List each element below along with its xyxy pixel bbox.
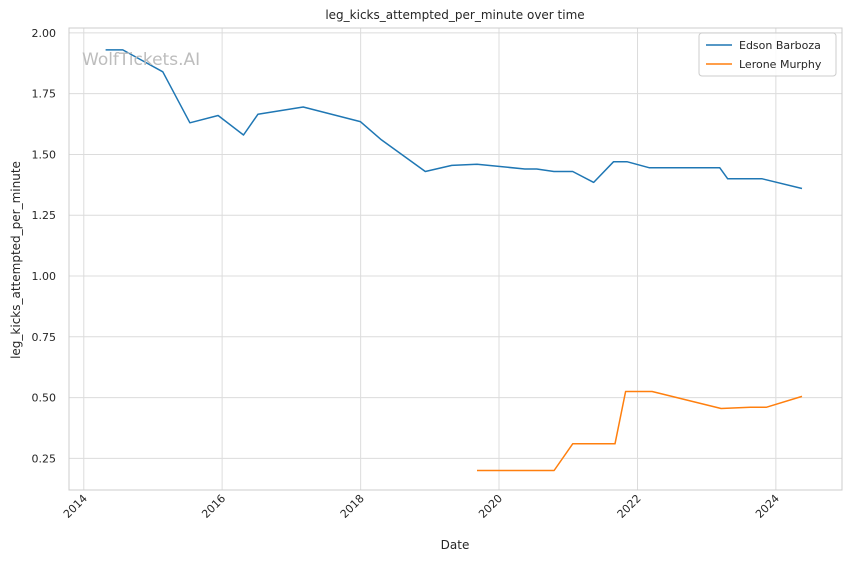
grid	[69, 28, 842, 490]
y-tick-label: 1.75	[32, 88, 57, 101]
legend: Edson Barboza Lerone Murphy	[699, 33, 836, 76]
y-tick-label: 0.25	[32, 452, 57, 465]
x-tick-label: 2014	[61, 492, 90, 521]
x-tick-label: 2024	[753, 492, 782, 521]
y-axis-label: leg_kicks_attempted_per_minute	[9, 161, 23, 359]
plot-frame	[69, 28, 842, 490]
series-line-edson-barboza	[106, 50, 802, 189]
y-tick-label: 1.50	[32, 148, 57, 161]
y-tick-label: 0.75	[32, 331, 57, 344]
watermark: WolfTickets.AI	[82, 50, 200, 70]
x-tick-label: 2016	[199, 492, 228, 521]
chart-title: leg_kicks_attempted_per_minute over time	[325, 8, 584, 22]
x-tick-labels: 2014 2016 2018 2020 2022 2024	[61, 492, 782, 521]
y-tick-label: 1.00	[32, 270, 57, 283]
x-tick-label: 2020	[476, 492, 505, 521]
x-tick-label: 2018	[338, 492, 367, 521]
y-tick-label: 2.00	[32, 27, 57, 40]
y-tick-label: 0.50	[32, 392, 57, 405]
y-tick-label: 1.25	[32, 209, 57, 222]
x-axis-label: Date	[441, 538, 470, 552]
legend-label-lerone-murphy: Lerone Murphy	[739, 58, 822, 71]
x-tick-label: 2022	[615, 492, 644, 521]
legend-label-edson-barboza: Edson Barboza	[739, 39, 821, 52]
y-tick-labels: 0.25 0.50 0.75 1.00 1.25 1.50 1.75 2.00	[32, 27, 57, 466]
series-lines	[106, 50, 802, 471]
